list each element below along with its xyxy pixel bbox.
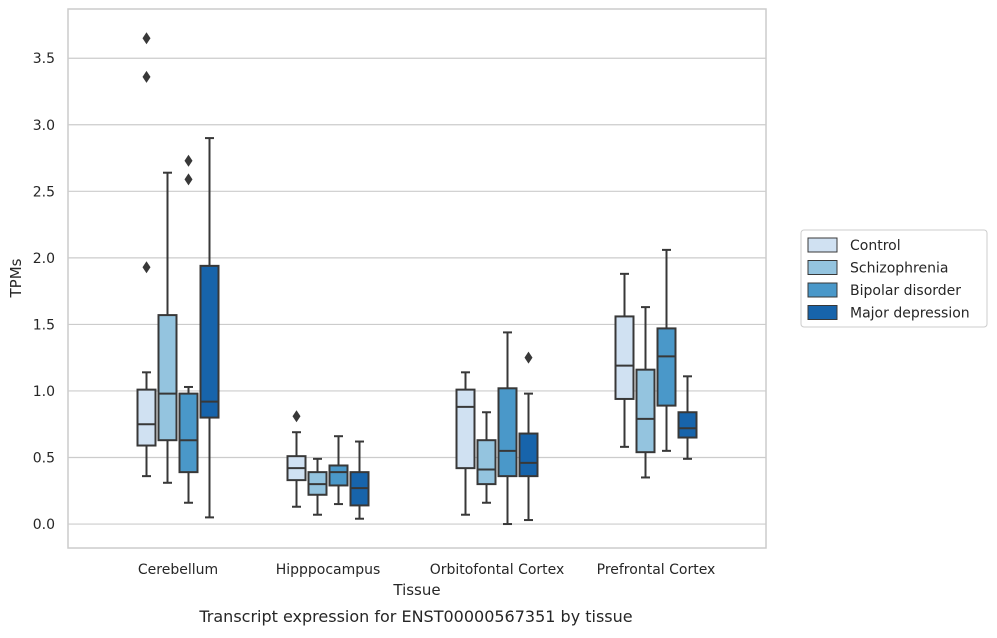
box-control — [614, 272, 635, 448]
legend-label: Control — [850, 238, 901, 254]
y-tick-label: 0.5 — [33, 451, 55, 467]
x-tick-label: Orbitofontal Cortex — [430, 562, 565, 578]
y-tick-label: 1.5 — [33, 317, 55, 333]
box-major-depression — [349, 440, 370, 520]
box-body — [476, 439, 497, 486]
y-tick-label: 2.0 — [33, 251, 55, 267]
y-tick-label: 0.0 — [33, 517, 55, 533]
box-body — [199, 264, 220, 419]
box-body — [136, 388, 157, 447]
box-body — [455, 388, 476, 470]
box-body — [518, 432, 539, 478]
x-axis-label: Tissue — [392, 581, 440, 599]
box-body — [635, 368, 656, 454]
box-bipolar-disorder — [656, 248, 677, 452]
box-body — [497, 387, 518, 478]
box-major-depression — [677, 375, 698, 460]
box-schizophrenia — [476, 411, 497, 504]
box-bipolar-disorder — [328, 435, 349, 506]
legend-label: Bipolar disorder — [850, 283, 961, 299]
box-bipolar-disorder — [178, 154, 199, 504]
y-tick-label: 2.5 — [33, 184, 55, 200]
box-control — [286, 410, 307, 508]
y-tick-labels: 0.0 0.5 1.0 1.5 2.0 2.5 3.0 3.5 — [33, 51, 55, 533]
legend-label: Major depression — [850, 306, 970, 322]
legend-swatch — [807, 237, 838, 253]
legend-items: Control Schizophrenia Bipolar disorder Majo… — [807, 237, 970, 322]
box-body — [614, 315, 635, 400]
x-tick-label: Prefrontal Cortex — [597, 562, 716, 578]
x-tick-label: Hipppocampus — [276, 562, 381, 578]
plot-frame — [67, 8, 767, 549]
outlier-point — [142, 261, 151, 274]
y-tick-label: 1.0 — [33, 384, 55, 400]
legend-frame — [800, 229, 988, 328]
outlier-point — [184, 154, 193, 167]
outlier-point — [184, 173, 193, 186]
x-tick-label: Cerebellum — [138, 562, 218, 578]
y-axis-label: TPMs — [7, 258, 25, 298]
box-body — [157, 314, 178, 442]
outlier-point — [524, 351, 533, 364]
box-schizophrenia — [307, 457, 328, 516]
box-groups — [136, 32, 698, 526]
box-bipolar-disorder — [497, 331, 518, 526]
legend-label: Schizophrenia — [850, 261, 948, 277]
box-schizophrenia — [635, 306, 656, 479]
box-control — [455, 371, 476, 516]
box-major-depression — [518, 351, 539, 522]
legend-swatch — [807, 260, 838, 275]
box-body — [677, 411, 698, 439]
box-control — [136, 32, 157, 478]
box-major-depression — [199, 137, 220, 519]
box-schizophrenia — [157, 171, 178, 484]
y-tick-label: 3.5 — [33, 51, 55, 67]
chart-title: Transcript expression for ENST0000056735… — [198, 607, 632, 626]
box-body — [656, 327, 677, 407]
outlier-point — [292, 410, 301, 423]
grid-lines — [68, 57, 766, 525]
legend-swatch — [807, 305, 838, 320]
legend-swatch — [807, 282, 838, 298]
box-body — [328, 464, 349, 487]
box-body — [178, 392, 199, 474]
outlier-point — [142, 32, 151, 45]
outlier-point — [142, 70, 151, 83]
y-tick-label: 3.0 — [33, 118, 55, 134]
legend: Control Schizophrenia Bipolar disorder Majo… — [800, 229, 988, 328]
x-tick-labels: Cerebellum Hipppocampus Orbitofontal Corte… — [138, 562, 715, 578]
